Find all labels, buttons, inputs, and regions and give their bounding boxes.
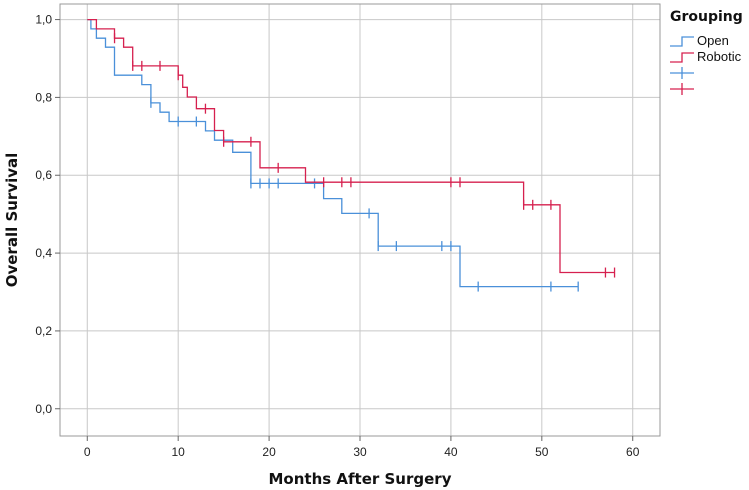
x-tick-label: 0 [84, 445, 91, 459]
legend-label: Open [697, 33, 729, 48]
x-tick-label: 30 [353, 445, 367, 459]
series-line-robotic [87, 18, 615, 274]
y-tick-label: 0,8 [35, 90, 52, 104]
legend-label: Robotic [697, 49, 742, 64]
legend-swatch-line [670, 52, 694, 63]
x-tick-label: 40 [444, 445, 458, 459]
y-tick-label: 1,0 [35, 13, 52, 27]
series-group [87, 18, 616, 292]
x-tick-label: 50 [535, 445, 549, 459]
y-axis-title: Overall Survival [3, 153, 21, 288]
x-axis-title: Months After Surgery [269, 470, 452, 488]
legend-swatch-line [670, 36, 694, 47]
y-axis-ticks: 0,0 0,2 0,4 0,6 0,8 1,0 [35, 13, 60, 416]
legend-title: Grouping [670, 9, 743, 25]
y-tick-label: 0,4 [35, 246, 52, 260]
y-tick-label: 0,0 [35, 402, 52, 416]
x-tick-label: 20 [262, 445, 276, 459]
y-tick-label: 0,6 [35, 168, 52, 182]
x-tick-label: 60 [626, 445, 640, 459]
series-line-open [87, 18, 579, 288]
x-tick-label: 10 [172, 445, 186, 459]
x-axis-ticks: 0 10 20 30 40 50 60 [84, 436, 640, 459]
y-tick-label: 0,2 [35, 324, 52, 338]
grid-lines [60, 4, 660, 436]
